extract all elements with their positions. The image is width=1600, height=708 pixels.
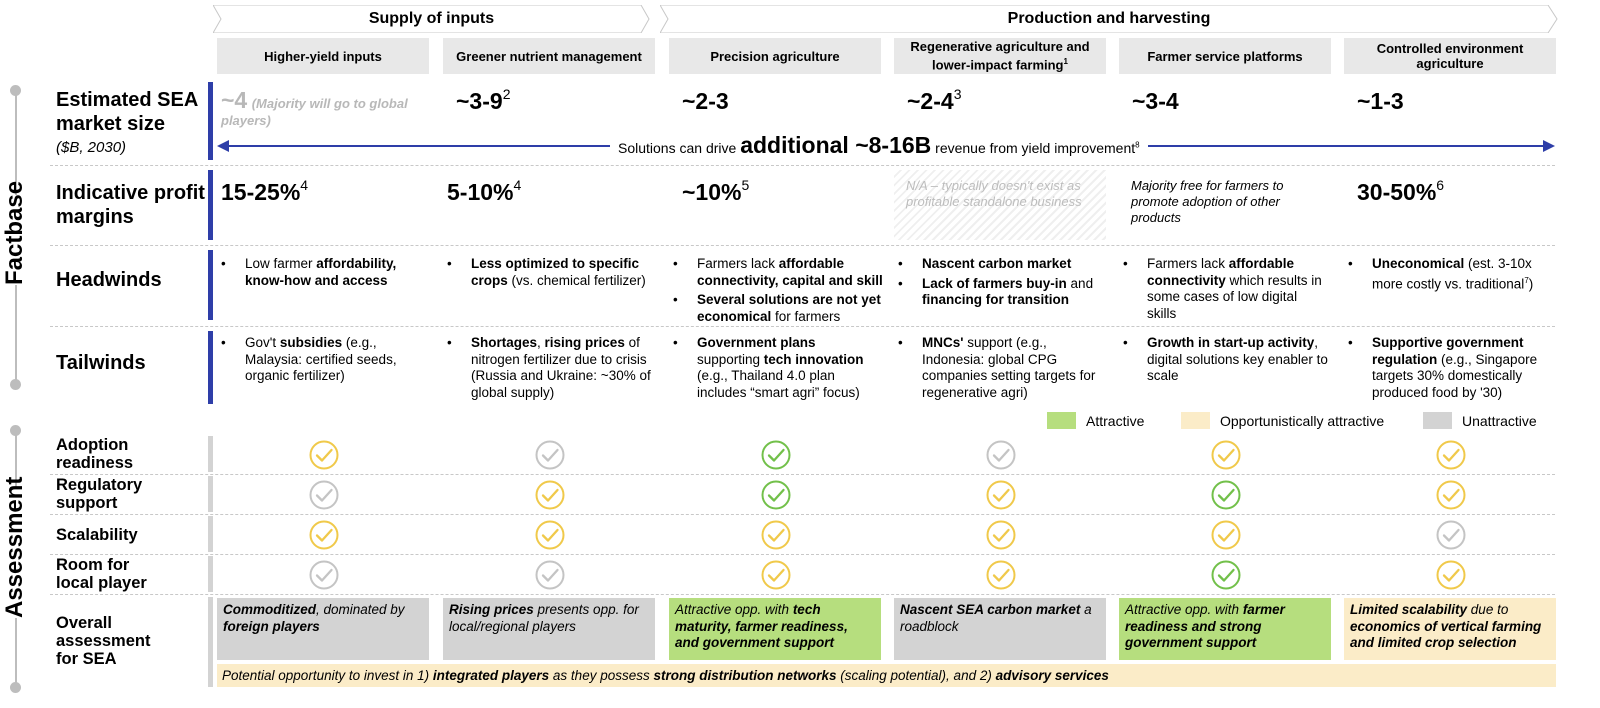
check-icon — [760, 439, 792, 471]
tailwinds-greener-nutrient: Shortages, rising prices of nitrogen fer… — [445, 335, 653, 404]
bottom-opportunity-banner: Potential opportunity to invest in 1) in… — [217, 664, 1556, 687]
check-icon — [308, 439, 340, 471]
legend-attractive-label: Attractive — [1086, 413, 1145, 429]
margin-controlled-env: 30-50%6 — [1357, 177, 1445, 205]
assessment-label-adoption: Adoption readiness — [56, 436, 134, 472]
headwinds-regenerative: Nascent carbon marketLack of farmers buy… — [896, 256, 1108, 312]
market-size-regenerative: ~2-43 — [907, 86, 962, 114]
check-icon — [534, 519, 566, 551]
row-label-market-size: Estimated SEA market size ($B, 2030) — [56, 89, 198, 156]
check-icon — [760, 559, 792, 591]
row-label-tailwinds: Tailwinds — [56, 352, 146, 374]
market-size-higher-yield: ~4 (Majority will go to global players) — [221, 87, 408, 129]
group-supply-label: Supply of inputs — [368, 10, 495, 27]
column-header-higher-yield-inputs: Higher-yield inputs — [217, 38, 429, 74]
overall-farmer-platforms: Attractive opp. with farmer readiness an… — [1119, 598, 1331, 660]
headwinds-precision: Farmers lack affordable connectivity, ca… — [671, 256, 891, 328]
overall-higher-yield: Commoditized, dominated by foreign playe… — [217, 598, 429, 660]
market-size-farmer-platforms: ~3-4 — [1132, 88, 1179, 114]
overall-controlled-env: Limited scalability due to economics of … — [1344, 598, 1556, 660]
check-icon — [760, 479, 792, 511]
check-icon — [985, 559, 1017, 591]
overall-precision: Attractive opp. with tech maturity, farm… — [669, 598, 881, 660]
check-icon — [1435, 439, 1467, 471]
revenue-banner: Solutions can drive additional ~8-16B re… — [610, 132, 1148, 159]
tailwinds-regenerative: MNCs' support (e.g., Indonesia: global C… — [896, 335, 1096, 404]
column-header-greener-nutrient: Greener nutrient management — [443, 38, 655, 74]
margin-precision: ~10%5 — [682, 177, 750, 205]
market-size-precision: ~2-3 — [682, 88, 729, 114]
group-production-label: Production and harvesting — [1007, 10, 1211, 27]
assessment-label-regulatory: Regulatory support — [56, 476, 143, 512]
tailwinds-higher-yield: Gov't subsidies (e.g., Malaysia: certifi… — [219, 335, 419, 388]
check-icon — [534, 439, 566, 471]
check-icon — [1210, 559, 1242, 591]
margin-regenerative: N/A – typically doesn't exist as profita… — [894, 170, 1106, 240]
column-header-controlled-environment: Controlled environment agriculture — [1344, 38, 1556, 74]
check-icon — [308, 519, 340, 551]
margin-farmer-platforms: Majority free for farmers to promote ado… — [1131, 178, 1284, 225]
headwinds-higher-yield: Low farmer affordability, know-how and a… — [219, 256, 424, 292]
check-icon — [534, 479, 566, 511]
headwinds-farmer-platforms: Farmers lack affordable connectivity whi… — [1121, 256, 1326, 325]
headwinds-greener-nutrient: Less optimized to specific crops (vs. ch… — [445, 256, 653, 292]
check-icon — [308, 479, 340, 511]
column-header-farmer-service-platforms: Farmer service platforms — [1119, 38, 1331, 74]
assessment-label-overall: Overall assessment for SEA — [56, 614, 151, 668]
check-icon — [985, 439, 1017, 471]
assessment-label-scalability: Scalability — [56, 526, 138, 544]
market-size-controlled-env: ~1-3 — [1357, 88, 1404, 114]
tailwinds-farmer-platforms: Growth in start-up activity, digital sol… — [1121, 335, 1331, 388]
row-label-headwinds: Headwinds — [56, 269, 162, 291]
check-icon — [1435, 559, 1467, 591]
legend-attractive-swatch — [1047, 412, 1076, 429]
check-icon — [534, 559, 566, 591]
tailwinds-controlled-env: Supportive government regulation (e.g., … — [1346, 335, 1556, 404]
margin-greener-nutrient: 5-10%4 — [447, 177, 522, 205]
check-icon — [1210, 479, 1242, 511]
check-icon — [308, 559, 340, 591]
check-icon — [985, 519, 1017, 551]
assessment-label: Assessment — [0, 477, 33, 618]
legend-unattractive-swatch — [1423, 412, 1452, 429]
overall-greener-nutrient: Rising prices presents opp. for local/re… — [443, 598, 655, 660]
column-header-regenerative-agriculture: Regenerative agriculture and lower-impac… — [894, 38, 1106, 74]
legend-opportunistic-swatch — [1181, 412, 1210, 429]
tailwinds-precision: Government plans supporting tech innovat… — [671, 335, 881, 404]
group-supply-of-inputs: Supply of inputs — [213, 5, 650, 33]
group-production-harvesting: Production and harvesting — [660, 5, 1558, 33]
market-size-greener-nutrient: ~3-92 — [456, 86, 511, 114]
factbase-label: Factbase — [0, 181, 33, 285]
headwinds-controlled-env: Uneconomical (est. 3-10x more costly vs.… — [1346, 256, 1556, 296]
check-icon — [1210, 439, 1242, 471]
legend-unattractive-label: Unattractive — [1462, 413, 1537, 429]
check-icon — [1210, 519, 1242, 551]
legend-opportunistic-label: Opportunistically attractive — [1220, 413, 1385, 429]
margin-higher-yield: 15-25%4 — [221, 177, 309, 205]
column-header-precision-agriculture: Precision agriculture — [669, 38, 881, 74]
check-icon — [760, 519, 792, 551]
check-icon — [1435, 479, 1467, 511]
row-label-profit-margins: Indicative profit margins — [56, 182, 205, 228]
check-icon — [985, 479, 1017, 511]
assessment-label-room-local: Room for local player — [56, 556, 147, 592]
overall-regenerative: Nascent SEA carbon market a roadblock — [894, 598, 1106, 660]
check-icon — [1435, 519, 1467, 551]
